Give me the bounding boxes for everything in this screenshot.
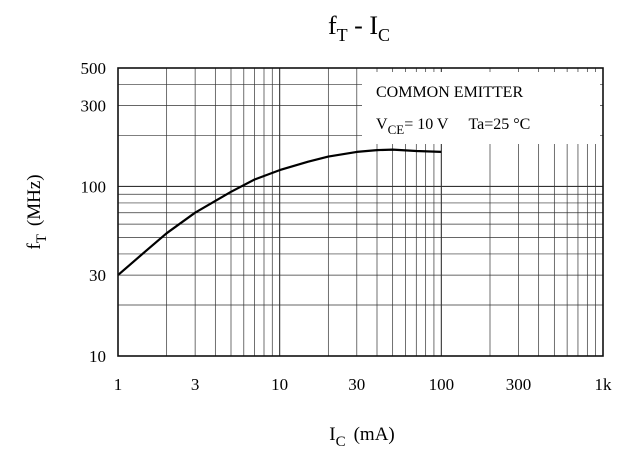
x-tick-label: 3 (191, 375, 200, 394)
x-tick-label: 1k (595, 375, 613, 394)
y-tick-label: 30 (89, 266, 106, 285)
y-tick-label: 100 (81, 177, 107, 196)
annotation-conditions: VCE= 10 V Ta=25 °C (376, 116, 530, 137)
chart-title: fT - IC (328, 11, 390, 45)
x-tick-label: 100 (429, 375, 455, 394)
curve (117, 148, 442, 276)
legend-box: COMMON EMITTER VCE= 10 V Ta=25 °C (362, 72, 600, 144)
y-tick-labels: 10 30 100 300 500 (81, 59, 107, 366)
annotation-common-emitter: COMMON EMITTER (376, 84, 523, 101)
x-tick-label: 1 (114, 375, 123, 394)
x-tick-label: 300 (506, 375, 532, 394)
x-axis-label: IC (mA) (329, 424, 395, 450)
annotation-background (362, 72, 600, 144)
x-tick-labels: 1 3 10 30 100 300 1k (114, 375, 612, 394)
x-tick-label: 30 (348, 375, 365, 394)
plot-frame (117, 67, 604, 357)
y-axis-label: fT(MHz) (24, 174, 50, 249)
x-tick-label: 10 (271, 375, 288, 394)
series-line (117, 148, 442, 276)
y-tick-label: 300 (81, 97, 107, 116)
y-tick-label: 500 (81, 59, 107, 78)
y-tick-label: 10 (89, 347, 106, 366)
